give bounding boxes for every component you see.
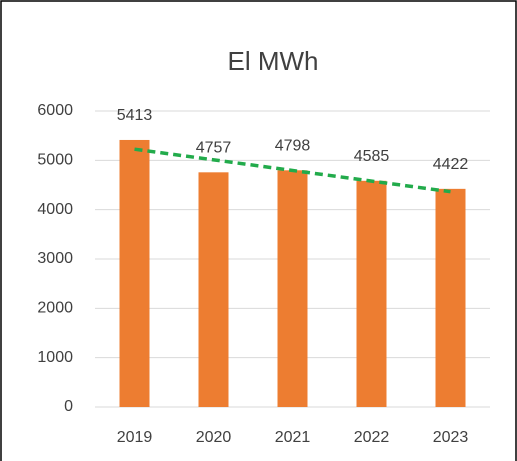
x-tick-label: 2021 (275, 429, 311, 446)
bar (277, 170, 308, 407)
data-label: 4798 (275, 138, 311, 155)
y-tick-label: 4000 (37, 201, 73, 218)
x-tick-label: 2020 (196, 429, 232, 446)
y-tick-label: 2000 (37, 300, 73, 317)
chart-title: El MWh (228, 46, 319, 76)
y-tick-label: 1000 (37, 349, 73, 366)
y-tick-label: 3000 (37, 250, 73, 267)
y-tick-label: 6000 (37, 102, 73, 119)
trendline (134, 147, 451, 194)
x-tick-label: 2022 (354, 429, 390, 446)
data-label: 4422 (433, 156, 469, 173)
y-tick-label: 0 (64, 398, 73, 415)
bar (198, 172, 229, 407)
bar (356, 180, 387, 407)
x-tick-label: 2019 (117, 429, 153, 446)
bar (119, 139, 150, 407)
bar (435, 188, 466, 407)
data-label: 4585 (354, 148, 390, 165)
data-label: 5413 (117, 107, 153, 124)
x-tick-label: 2023 (433, 429, 469, 446)
y-tick-label: 5000 (37, 152, 73, 169)
data-label: 4757 (196, 140, 232, 157)
